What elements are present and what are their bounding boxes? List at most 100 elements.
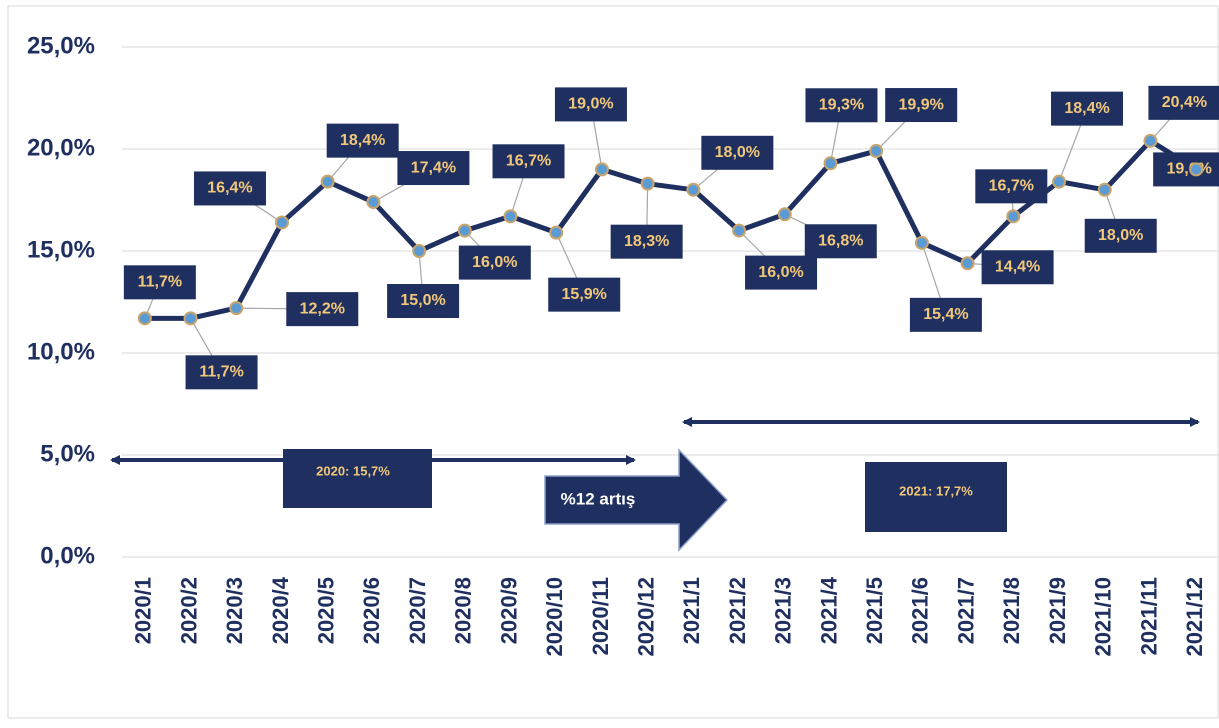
point — [366, 195, 381, 210]
value-label-box — [805, 88, 878, 123]
value-label-box — [610, 224, 683, 259]
x-tick-label: 2021/1 — [679, 577, 704, 644]
value-label: 19,9% — [899, 96, 944, 113]
point — [823, 156, 838, 171]
value-label-box — [286, 292, 359, 327]
value-label-box — [1153, 152, 1219, 187]
value-label: 12,2% — [300, 300, 345, 317]
point — [1097, 182, 1112, 197]
value-label-box — [804, 224, 877, 259]
value-label: 15,4% — [923, 306, 968, 323]
x-tick-label: 2020/12 — [633, 577, 658, 657]
point — [777, 207, 792, 222]
x-tick-label: 2020/8 — [451, 577, 476, 644]
value-label: 16,7% — [989, 178, 1034, 195]
y-tick-label: 0,0% — [40, 542, 95, 569]
point — [320, 174, 335, 189]
x-tick-label: 2021/11 — [1136, 577, 1161, 655]
x-tick-label: 2020/10 — [542, 577, 567, 657]
value-label-box — [975, 169, 1048, 204]
value-label: 11,7% — [199, 364, 243, 381]
x-tick-label: 2021/2 — [725, 577, 750, 644]
point — [1006, 209, 1021, 224]
x-tick-label: 2020/11 — [588, 577, 613, 655]
x-tick-label: 2020/6 — [359, 577, 384, 644]
x-tick-label: 2021/9 — [1045, 577, 1070, 644]
point — [274, 215, 289, 230]
value-label: 16,8% — [818, 232, 863, 249]
value-label: 11,7% — [138, 274, 182, 291]
point — [686, 182, 701, 197]
value-label: 19,3% — [819, 96, 864, 113]
value-label-box — [397, 151, 470, 186]
growth-arrow — [544, 448, 729, 552]
x-tick-label: 2020/2 — [176, 577, 201, 644]
x-tick-label: 2020/3 — [222, 577, 247, 644]
value-label: 19,0% — [1166, 161, 1211, 178]
value-label: 15,9% — [562, 286, 607, 303]
value-label: 16,0% — [472, 254, 517, 271]
chart-border — [7, 5, 1219, 719]
value-label-box — [701, 135, 774, 170]
point — [549, 225, 564, 240]
annotation-box — [283, 449, 432, 508]
point — [1143, 133, 1158, 148]
x-tick-label: 2021/6 — [908, 577, 933, 644]
value-label-box — [123, 265, 196, 300]
point — [594, 162, 609, 177]
annotation-box — [865, 462, 1007, 532]
point — [960, 256, 975, 271]
y-tick-label: 15,0% — [27, 236, 95, 263]
point — [1052, 174, 1067, 189]
value-label-box — [387, 284, 460, 318]
value-label-box — [885, 88, 958, 123]
point — [229, 301, 244, 316]
x-tick-label: 2020/5 — [314, 577, 339, 644]
value-label: 18,0% — [715, 144, 760, 161]
x-tick-label: 2021/3 — [771, 577, 796, 644]
y-tick-label: 25,0% — [27, 32, 95, 59]
value-label: 14,4% — [995, 258, 1040, 275]
value-label-box — [193, 171, 266, 206]
value-label: 17,4% — [411, 159, 456, 176]
value-label: 16,0% — [758, 264, 803, 281]
value-label: 18,0% — [1098, 227, 1143, 244]
value-label-box — [745, 255, 818, 290]
point — [640, 176, 655, 191]
point — [869, 144, 884, 159]
value-label: 19,0% — [568, 96, 613, 113]
point — [503, 209, 518, 224]
x-tick-label: 2020/9 — [496, 577, 521, 644]
value-label-box — [554, 87, 627, 122]
value-label: 15,0% — [400, 292, 445, 309]
x-tick-label: 2020/1 — [131, 577, 156, 644]
x-tick-label: 2021/5 — [862, 577, 887, 644]
x-tick-label: 2021/7 — [953, 577, 978, 644]
value-label-box — [492, 144, 565, 179]
value-label: 18,4% — [340, 132, 385, 149]
value-label: 18,4% — [1064, 100, 1109, 117]
line — [144, 138, 1198, 321]
annotation: 2020: 15,7% — [316, 463, 390, 478]
x-tick-label: 2021/10 — [1091, 577, 1116, 657]
value-label: 20,4% — [1162, 94, 1207, 111]
value-label-box — [548, 277, 621, 312]
x-tick-label: 2021/4 — [816, 576, 841, 644]
value-label-box — [1148, 85, 1219, 120]
point — [457, 223, 472, 238]
value-label-box — [326, 123, 399, 158]
x-tick-label: 2020/4 — [268, 576, 293, 644]
x-tick-label: 2021/8 — [999, 577, 1024, 644]
value-label: 18,3% — [624, 233, 669, 250]
value-label: 16,4% — [207, 180, 252, 197]
point — [1189, 162, 1204, 177]
value-label-box — [458, 245, 531, 280]
y-tick-label: 20,0% — [27, 134, 95, 161]
value-label: 16,7% — [506, 153, 551, 170]
value-label-box — [981, 250, 1054, 285]
value-label-box — [1051, 91, 1124, 126]
annotation: 2021: 17,7% — [899, 483, 973, 498]
value-label-box — [185, 355, 258, 390]
point — [412, 244, 427, 258]
